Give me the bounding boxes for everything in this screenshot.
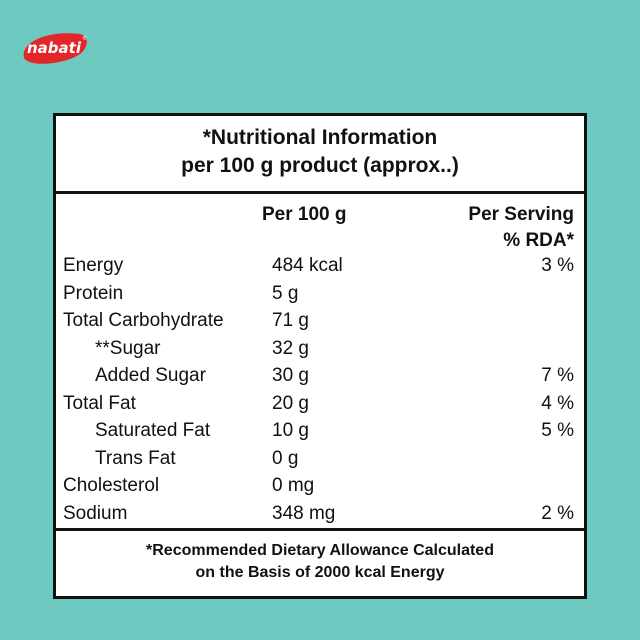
nutrient-amount: 10 g xyxy=(272,420,309,441)
nutrient-row-sodium: Sodium 348 mg 2 % xyxy=(56,500,584,528)
nutrient-row-added-sugar: Added Sugar 30 g 7 % xyxy=(56,362,584,390)
nutrient-amount: 71 g xyxy=(272,310,309,331)
serving-header-line-1: Per Serving xyxy=(468,204,574,225)
title-line-1: *Nutritional Information xyxy=(202,126,438,149)
nutrient-amount: 20 g xyxy=(272,392,309,414)
column-header-per-100g: Per 100 g xyxy=(262,204,347,225)
nutrient-label: Total Carbohydrate xyxy=(63,310,224,331)
nutrient-amount: 0 mg xyxy=(272,475,315,496)
nutrient-amount: 32 g xyxy=(272,337,309,359)
nutrient-row-trans-fat: Trans Fat 0 g xyxy=(56,445,584,473)
nutrient-amount: 0 g xyxy=(272,447,299,469)
nutrient-row-sugar: **Sugar 32 g xyxy=(56,335,584,363)
nutrient-label: Cholesterol xyxy=(63,475,160,496)
nutrient-amount: 348 mg xyxy=(272,502,336,524)
rda-footnote: *Recommended Dietary Allowance Calculate… xyxy=(56,528,584,596)
nutrient-label: Total Fat xyxy=(63,392,136,414)
svg-text:nabati: nabati xyxy=(27,39,82,57)
nutrient-row-energy: Energy 484 kcal 3 % xyxy=(56,252,584,280)
nutrient-amount: 5 g xyxy=(272,282,299,304)
nutrient-amount: 484 kcal xyxy=(272,255,343,276)
footnote-line-1: *Recommended Dietary Allowance Calculate… xyxy=(146,542,494,559)
nutrient-row-saturated-fat: Saturated Fat 10 g 5 % xyxy=(56,417,584,445)
nutrient-row-total-carbohydrate: Total Carbohydrate 71 g xyxy=(56,307,584,335)
nutrient-rda: 5 % xyxy=(541,420,574,441)
nutrition-panel: *Nutritional Information per 100 g produ… xyxy=(53,113,587,599)
nutrient-label: **Sugar xyxy=(95,337,161,359)
nabati-logo: nabati ® xyxy=(23,33,87,64)
nutrient-row-total-fat: Total Fat 20 g 4 % xyxy=(56,390,584,418)
footnote-line-2: on the Basis of 2000 kcal Energy xyxy=(195,564,445,581)
nutrient-rda: 4 % xyxy=(541,392,574,414)
nutrient-rda: 2 % xyxy=(541,502,574,524)
svg-text:®: ® xyxy=(82,35,87,42)
nutrient-amount: 30 g xyxy=(272,365,309,386)
nutrient-rda: 3 % xyxy=(541,255,574,276)
nutrient-row-cholesterol: Cholesterol 0 mg xyxy=(56,472,584,500)
column-header-per-serving: Per Serving % RDA* xyxy=(468,202,574,254)
nutrition-title: *Nutritional Information per 100 g produ… xyxy=(56,116,584,194)
nutrient-label: Sodium xyxy=(63,502,128,524)
nutrient-label: Energy xyxy=(63,255,124,276)
nutrient-label: Saturated Fat xyxy=(95,420,211,441)
nutrient-label: Trans Fat xyxy=(95,447,176,469)
nutrient-label: Added Sugar xyxy=(95,365,206,386)
nutrient-label: Protein xyxy=(63,282,124,304)
nutrient-rda: 7 % xyxy=(541,365,574,386)
nutrient-row-protein: Protein 5 g xyxy=(56,280,584,308)
nutrient-rows: Energy 484 kcal 3 % Protein 5 g Total Ca… xyxy=(56,252,584,527)
title-line-2: per 100 g product (approx..) xyxy=(181,154,459,177)
serving-header-line-2: % RDA* xyxy=(503,230,574,251)
